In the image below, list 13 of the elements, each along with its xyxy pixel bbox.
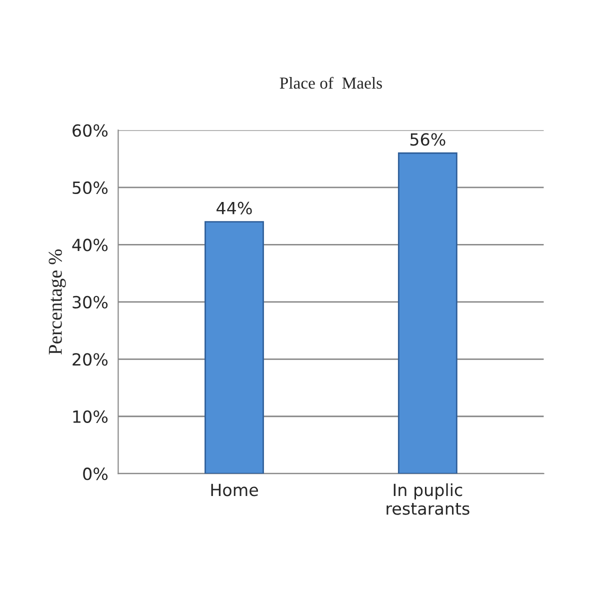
y-tick-label: 50% xyxy=(72,181,108,194)
data-label: 44% xyxy=(216,202,252,214)
y-tick-label: 40% xyxy=(72,238,108,252)
x-tick-label: Home xyxy=(211,484,258,496)
chart-title: Place of Maels xyxy=(280,76,382,89)
y-tick-label: 10% xyxy=(73,410,108,423)
y-tick-label: 30% xyxy=(72,296,108,308)
y-tick-label: 20% xyxy=(72,353,108,366)
x-tick-label: In puplic restarants xyxy=(386,483,470,515)
y-tick-label: 0% xyxy=(83,468,108,480)
y-axis-title: Percentage % xyxy=(48,249,66,355)
y-tick-label: 60% xyxy=(72,124,108,137)
data-label: 56% xyxy=(410,133,446,146)
